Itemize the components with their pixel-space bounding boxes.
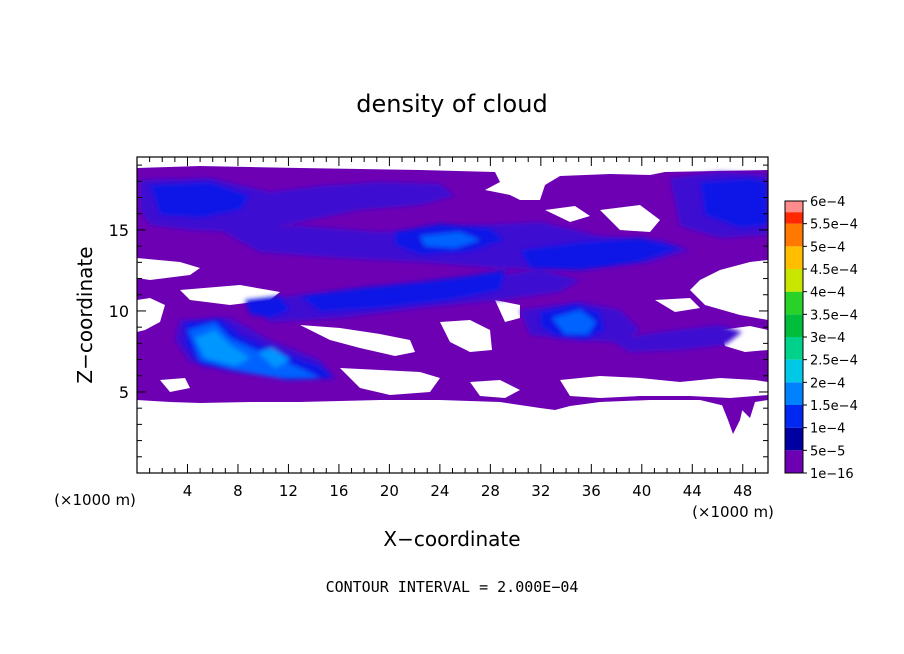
y-tick-label: 10 [109,302,129,321]
colorbar-swatch [785,223,803,247]
density-level2 [300,270,505,312]
colorbar-label: 2.5e−4 [810,354,858,369]
y-axis-label: Z−coordinate [73,246,97,383]
colorbar-swatch [785,201,803,213]
gap [300,325,415,356]
colorbar-swatch [785,427,803,451]
colorbar-swatch [785,405,803,428]
gap [137,298,165,332]
gap [137,258,200,280]
x-axis-label: X−coordinate [383,527,520,551]
density-level2 [700,178,768,228]
gap [700,268,768,302]
x-unit-label: (×1000 m) [692,503,774,521]
colorbar-swatch [785,269,803,292]
colorbar-swatch [785,291,803,315]
y-tick-label: 15 [109,221,129,240]
x-axis: 4 8 12 16 20 24 28 32 36 40 44 48 [149,157,756,500]
colorbar-label: 1.5e−4 [810,399,858,414]
x-tick-label: 28 [481,482,500,500]
gap [440,320,492,352]
colorbar-label: 2e−4 [810,376,845,391]
gap [560,376,768,398]
gap [600,205,660,232]
x-tick-label: 44 [683,482,702,500]
x-tick-label: 40 [632,482,651,500]
density-level4 [258,348,290,368]
density-level1 [610,325,742,352]
density-level3 [420,232,480,248]
x-tick-label: 16 [329,482,348,500]
density-field [137,166,768,434]
colorbar-label: 6e−4 [810,195,845,210]
x-tick-label: 48 [733,482,752,500]
colorbar-swatch [785,450,803,473]
colorbar-label: 5e−4 [810,240,845,255]
y-tick-label: 5 [119,383,129,402]
gap [495,300,520,322]
x-tick-label: 12 [279,482,298,500]
density-level3 [552,310,596,334]
colorbar-label: 5.5e−4 [810,218,858,233]
colorbar-swatch [785,337,803,360]
colorbar-label: 1e−16 [810,467,854,482]
colorbar-swatch [785,314,803,337]
gap [160,378,190,392]
colorbar-label: 4.5e−4 [810,263,858,278]
density-level2 [245,296,290,318]
chart-title: density of cloud [356,90,547,118]
x-tick-label: 20 [380,482,399,500]
gap [470,380,520,398]
colorbar-swatch [785,246,803,269]
y-axis: 5 10 15 [109,164,768,458]
x-tick-label: 4 [183,482,193,500]
density-level2 [150,182,250,218]
gap [545,206,590,222]
x-tick-label: 8 [233,482,243,500]
density-spur [720,398,745,434]
colorbar-label: 3.5e−4 [810,308,858,323]
gap [655,298,700,312]
x-tick-label: 24 [430,482,449,500]
x-tick-label: 32 [531,482,550,500]
gap [340,368,440,395]
contour-interval-note: CONTOUR INTERVAL = 2.000E−04 [326,578,579,596]
colorbar-label: 1e−4 [810,422,845,437]
colorbar-label: 4e−4 [810,286,845,301]
colorbar-label: 3e−4 [810,331,845,346]
colorbar-label: 5e−5 [810,444,845,459]
z-unit-label: (×1000 m) [54,491,136,509]
colorbar-swatch [785,359,803,383]
colorbar: 1e−16 5e−5 1e−4 1.5e−4 2e−4 2.5e−4 3e−4 3.5e−4 4… [784,195,858,482]
density-level2 [520,238,680,270]
density-level4 [195,330,250,366]
x-tick-label: 36 [582,482,601,500]
colorbar-swatch [785,382,803,405]
